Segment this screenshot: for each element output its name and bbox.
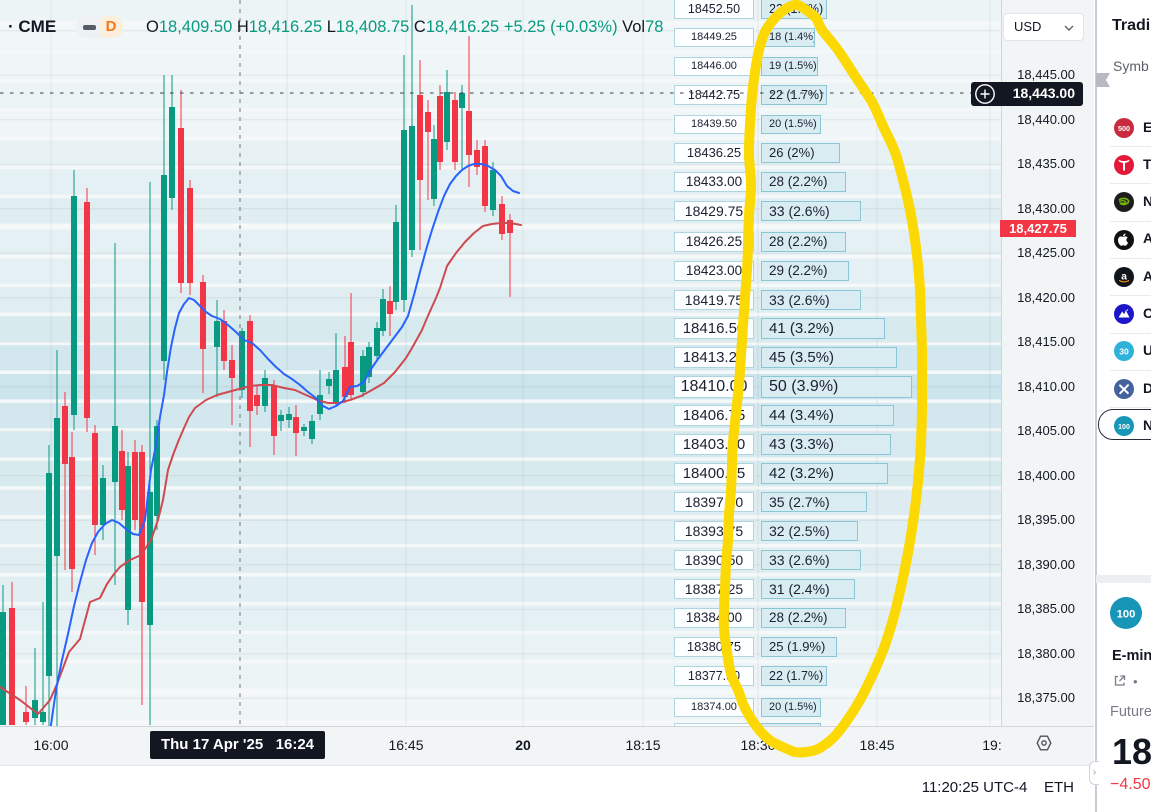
svg-text:100: 100 xyxy=(1118,424,1130,431)
svg-text:500: 500 xyxy=(1118,124,1130,133)
svg-text:30: 30 xyxy=(1119,346,1129,356)
svg-text:100: 100 xyxy=(1117,609,1136,621)
svg-text:a: a xyxy=(1121,271,1127,283)
